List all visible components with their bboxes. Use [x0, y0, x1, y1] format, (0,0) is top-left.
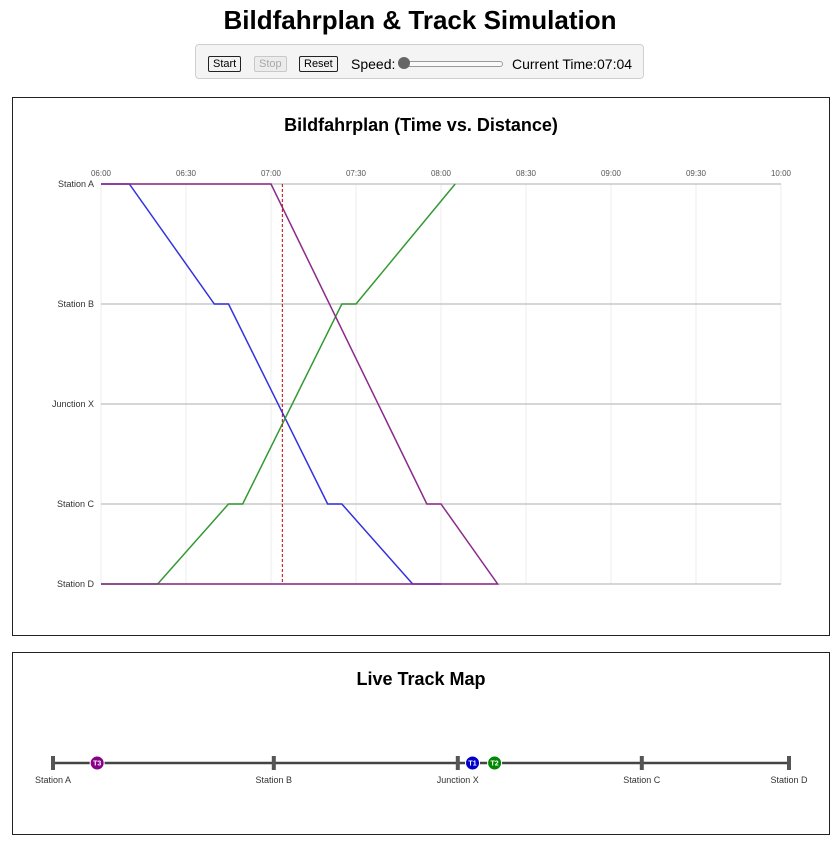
train-path-line: [101, 183, 441, 585]
station-label: Station B: [57, 299, 94, 309]
station-label: Station D: [57, 579, 95, 589]
time-tick-label: 10:00: [771, 169, 792, 178]
current-time-label: Current Time:: [512, 56, 597, 72]
speed-slider-track[interactable]: [401, 61, 503, 67]
speed-label: Speed:: [351, 56, 396, 72]
time-tick-label: 08:00: [431, 169, 452, 178]
map-station-label: Junction X: [437, 775, 479, 785]
time-tick-label: 06:00: [91, 169, 112, 178]
timetable-panel: Bildfahrplan (Time vs. Distance) 06:00 06…: [12, 97, 830, 636]
time-tick-label: 08:30: [516, 169, 537, 178]
train-id-label: T1: [468, 761, 476, 768]
stop-button[interactable]: Stop: [254, 56, 287, 72]
map-station-label: Station C: [623, 775, 661, 785]
train-marker: [89, 755, 105, 771]
station-label: Junction X: [52, 399, 94, 409]
track-map: Station A Station B Junction X Station C Sta…: [35, 755, 808, 785]
speed-slider-thumb[interactable]: [398, 57, 410, 69]
timetable-title: Bildfahrplan (Time vs. Distance): [284, 115, 558, 135]
time-tick-label: 07:30: [346, 169, 367, 178]
train-marker: [465, 755, 481, 771]
train-id-label: T2: [491, 761, 499, 768]
map-station-label: Station D: [770, 775, 808, 785]
train-marker: [487, 755, 503, 771]
time-tick-label: 09:00: [601, 169, 622, 178]
train-path-line: [101, 183, 456, 585]
station-label: Station A: [58, 179, 94, 189]
station-label: Station C: [57, 499, 95, 509]
train-path-line: [101, 183, 500, 585]
time-tick-label: 06:30: [176, 169, 197, 178]
page-title: Bildfahrplan & Track Simulation: [223, 5, 617, 35]
start-button[interactable]: Start: [208, 56, 242, 72]
current-time-value: 07:04: [597, 56, 633, 72]
track-map-panel: Live Track Map Station A Station B Junctio…: [12, 652, 830, 835]
map-station-label: Station A: [35, 775, 71, 785]
control-bar: Start Stop Reset Speed: Current Time: 07…: [195, 44, 644, 79]
time-tick-label: 07:00: [261, 169, 282, 178]
timetable-chart: 06:00 06:30 07:00 07:30 08:00 08:30 09:00 09:30…: [52, 169, 792, 589]
map-station-label: Station B: [256, 775, 293, 785]
time-tick-label: 09:30: [686, 169, 707, 178]
speed-slider[interactable]: [398, 57, 503, 69]
reset-button[interactable]: Reset: [299, 56, 338, 72]
train-id-label: T3: [93, 761, 101, 768]
track-map-title: Live Track Map: [356, 669, 486, 689]
